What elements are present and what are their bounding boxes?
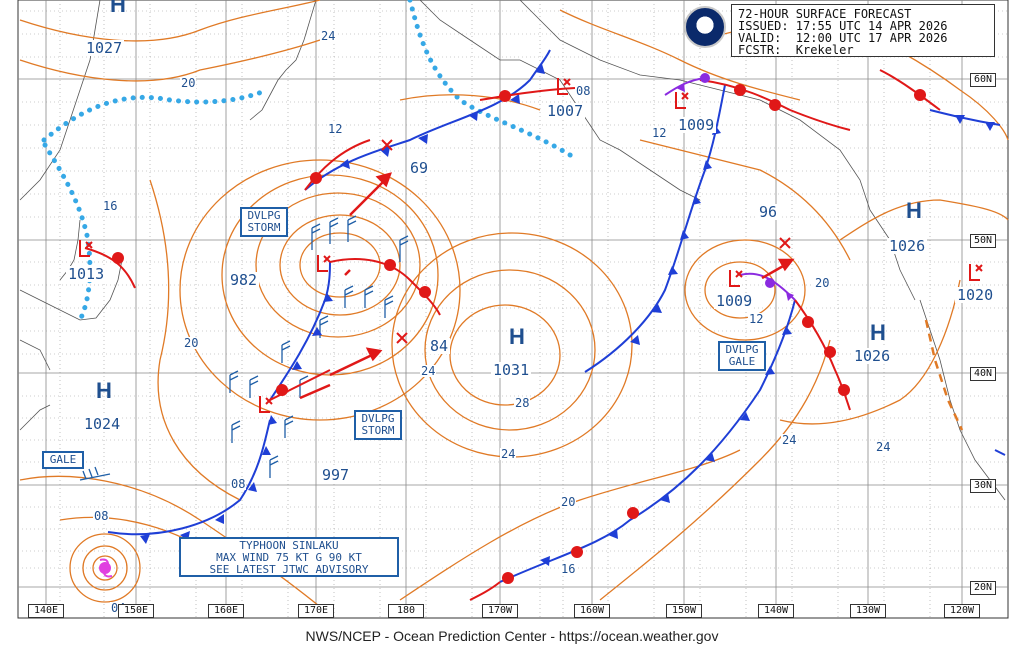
- high-center-letter: H: [509, 324, 525, 349]
- pressure-value: 997: [320, 466, 352, 484]
- warning-line: DVLPG: [725, 343, 759, 356]
- isobar-label: 12: [748, 312, 765, 326]
- typhoon-advisory-box: TYPHOON SINLAKU MAX WIND 75 KT G 90 KT S…: [179, 537, 399, 577]
- pressure-value: 1020: [955, 286, 996, 304]
- noaa-logo-icon: [684, 6, 726, 48]
- warning-line: STORM: [361, 424, 395, 437]
- isobar-label: 28: [514, 396, 531, 410]
- isobar-label: 08: [230, 477, 247, 491]
- lon-label: 160W: [574, 604, 610, 618]
- point-value: 96: [757, 203, 780, 221]
- movement-arrows: [299, 172, 795, 400]
- forecast-header: 72-HOUR SURFACE FORECAST ISSUED: 17:55 U…: [731, 4, 995, 57]
- header-valid: VALID: 12:00 UTC 17 APR 2026: [738, 31, 948, 45]
- map-frame: [17, 0, 1009, 619]
- pressure-value: 1013: [66, 265, 107, 283]
- isobar-label: 20: [814, 276, 831, 290]
- pressure-value: 1024: [82, 415, 123, 433]
- lat-label: 20N: [970, 581, 996, 595]
- high-center-letter: H: [906, 198, 922, 223]
- dvlpg-storm-label: DVLPG STORM: [354, 410, 402, 440]
- isobar-label: 24: [420, 364, 437, 378]
- lon-label: 150E: [118, 604, 154, 618]
- low-centers: [79, 78, 983, 413]
- isobar-label: 20: [560, 495, 577, 509]
- pressure-value: 1026: [852, 347, 893, 365]
- high-center-letter: H: [110, 0, 126, 17]
- header-forecaster: FCSTR: Krekeler: [738, 43, 854, 57]
- isobar-label: 20: [183, 336, 200, 350]
- isobar-label: 08: [575, 84, 592, 98]
- typhoon-line-3: SEE LATEST JTWC ADVISORY: [209, 563, 369, 576]
- pressure-value: 1031: [491, 361, 532, 379]
- warning-line: GALE: [728, 355, 756, 368]
- isobar-label: 24: [320, 29, 337, 43]
- isobar-label: 20: [180, 76, 197, 90]
- isobar-label: 24: [500, 447, 517, 461]
- header-issued: ISSUED: 17:55 UTC 14 APR 2026: [738, 19, 948, 33]
- point-value: 69: [408, 159, 431, 177]
- header-title: 72-HOUR SURFACE FORECAST: [738, 7, 912, 21]
- lon-label: 170E: [298, 604, 334, 618]
- lon-label: 180: [388, 604, 424, 618]
- footer-credit: NWS/NCEP - Ocean Prediction Center - htt…: [305, 628, 719, 644]
- lon-label: 140W: [758, 604, 794, 618]
- warning-line: STORM: [247, 221, 281, 234]
- isobar-label: 24: [781, 433, 798, 447]
- lat-label: 60N: [970, 73, 996, 87]
- wind-barbs: [79, 215, 409, 481]
- lon-label: 160E: [208, 604, 244, 618]
- pressure-value: 1009: [676, 116, 717, 134]
- projected-positions: [381, 139, 791, 344]
- isobar-label: 16: [102, 199, 119, 213]
- pressure-value: 1026: [887, 237, 928, 255]
- warning-line: DVLPG: [247, 209, 281, 222]
- gale-label: GALE: [42, 451, 84, 469]
- isobar-label: 08: [93, 509, 110, 523]
- pressure-value: 1009: [714, 292, 755, 310]
- pressure-value: 1027: [84, 39, 125, 57]
- lon-label: 140E: [28, 604, 64, 618]
- lon-label: 130W: [850, 604, 886, 618]
- lon-label: 120W: [944, 604, 980, 618]
- trough-line: [924, 319, 964, 431]
- warm-front-semicircles: [112, 84, 926, 584]
- high-center-letter: H: [870, 320, 886, 345]
- occluded-front-symbols: [676, 73, 794, 301]
- lat-label: 30N: [970, 479, 996, 493]
- cold-front-triangles: [140, 64, 995, 566]
- dvlpg-storm-label: DVLPG STORM: [240, 207, 288, 237]
- typhoon-line-2: MAX WIND 75 KT G 90 KT: [216, 551, 362, 564]
- lat-label: 50N: [970, 234, 996, 248]
- typhoon-line-1: TYPHOON SINLAKU: [239, 539, 339, 552]
- lon-label: 150W: [666, 604, 702, 618]
- isobar-label: 12: [327, 122, 344, 136]
- point-value: 84: [428, 337, 451, 355]
- coastlines: [19, 0, 1006, 501]
- high-center-letter: H: [96, 378, 112, 403]
- warning-line: DVLPG: [361, 412, 395, 425]
- ice-edge: [41, 0, 578, 323]
- lat-label: 40N: [970, 367, 996, 381]
- lon-label: 170W: [482, 604, 518, 618]
- pressure-value: 1007: [545, 102, 586, 120]
- pressure-value: 982: [228, 271, 260, 289]
- isobar-label: 12: [651, 126, 668, 140]
- isobar-label: 24: [875, 440, 892, 454]
- isobar-label: 16: [560, 562, 577, 576]
- major-grid: [18, 0, 1008, 618]
- typhoon-symbol: [99, 558, 113, 578]
- dvlpg-gale-label: DVLPG GALE: [718, 341, 766, 371]
